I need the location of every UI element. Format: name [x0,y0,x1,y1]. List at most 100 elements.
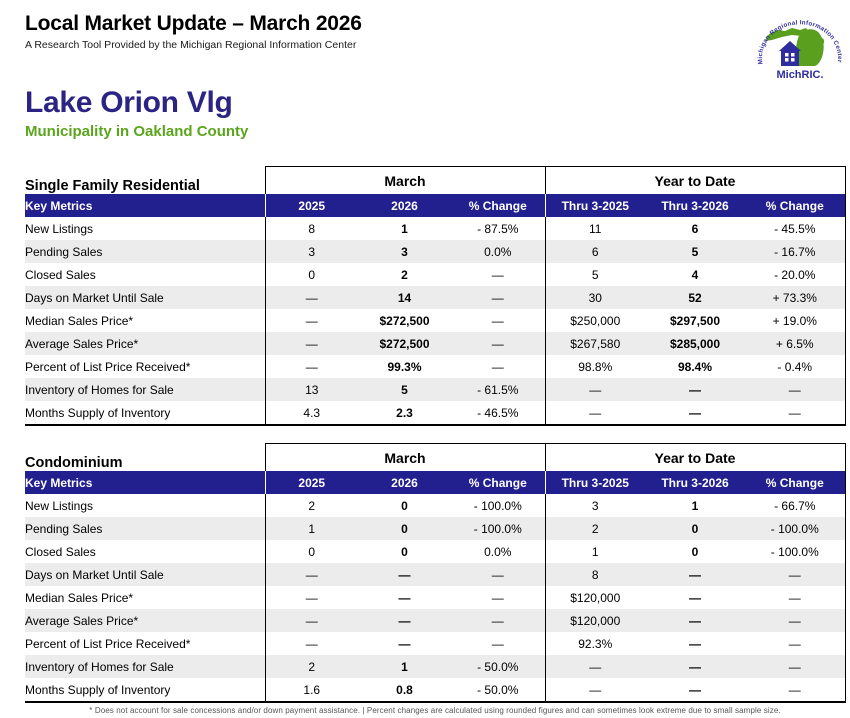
metric-value: — [745,632,846,655]
metric-value: 14 [397,290,412,305]
metric-value: 0 [264,263,358,286]
table-row: Median Sales Price* — $272,500 — $250,000 $29… [25,309,846,332]
metric-value: $250,000 [544,309,645,332]
metric-label: Days on Market Until Sale [25,567,164,582]
metric-value: 1 [401,221,408,236]
metric-value: - 20.0% [745,263,846,286]
metric-value: - 16.7% [745,240,846,263]
metric-value: - 50.0% [451,678,545,703]
metric-value: 0.0% [484,244,512,259]
metric-value: — [264,563,358,586]
key-metrics-label: Key Metrics [25,471,265,494]
metric-label: Closed Sales [25,544,96,559]
metric-value: — [544,378,645,401]
metric-value: 0 [401,521,408,536]
metric-label: Average Sales Price* [25,336,139,351]
metric-label: Inventory of Homes for Sale [25,382,174,397]
table-row: Average Sales Price* — $272,500 — $267,580 $2… [25,332,846,355]
metric-value: $272,500 [379,336,430,351]
metric-value: — [745,401,846,426]
metric-value: - 100.0% [473,521,522,536]
table-row: Days on Market Until Sale — — — 8 — — [25,563,846,586]
metric-value: 5 [691,244,699,259]
column-header: 2025 [264,194,358,217]
metric-value: — [491,267,504,282]
metric-value: + 73.3% [745,286,846,309]
section-label: Condominium [25,443,265,471]
metric-value: 1 [264,517,358,540]
table-row: Inventory of Homes for Sale 2 1 - 50.0% — — — [25,655,846,678]
metric-value: 4 [691,267,699,282]
key-metrics-row: Key Metrics 2025 2026% Change Thru 3-2025 Th… [25,194,846,217]
metric-value: + 6.5% [745,332,846,355]
key-metrics-row: Key Metrics 2025 2026% Change Thru 3-2025 Th… [25,471,846,494]
metric-value: - 100.0% [745,540,846,563]
metric-value: — [491,359,504,374]
group-header-row: Condominium March Year to Date [25,443,846,471]
metric-value: — [491,636,504,651]
metric-value: — [264,355,358,378]
michric-logo-icon: Michigan Regional Information Center Mic… [757,19,843,81]
metric-value: — [689,613,701,628]
group-header-march: March [264,443,546,471]
group-header-row: Single Family Residential March Year to Da… [25,166,846,194]
group-header-march: March [264,166,546,194]
metric-value: — [398,590,411,605]
metric-value: — [491,336,504,351]
metric-label: Pending Sales [25,521,103,536]
metric-value: 3 [401,244,408,259]
metric-value: — [689,567,701,582]
metric-value: 8 [264,217,358,240]
metric-label: Pending Sales [25,244,103,259]
metric-value: 1 [544,540,645,563]
metric-value: 1 [401,659,408,674]
metric-value: 99.3% [387,359,422,374]
table-row: Months Supply of Inventory 4.3 2.3- 46.5% —… [25,401,846,426]
metric-value: 13 [264,378,358,401]
metric-value: — [264,609,358,632]
metric-label: Months Supply of Inventory [25,678,265,703]
column-header: 2025 [264,471,358,494]
table-row: Average Sales Price* — — — $120,000 — — [25,609,846,632]
metric-value: - 100.0% [745,517,846,540]
metrics-table: Condominium March Year to Date Key Metrics 2… [25,443,846,703]
footnote: * Does not account for sale concessions … [89,706,781,715]
michric-logo: Michigan Regional Information Center Mic… [752,4,848,84]
single-family-residential-table: Single Family Residential March Year to Da… [25,166,846,426]
metric-value: 1.6 [264,678,358,703]
metric-value: 11 [544,217,645,240]
metric-value: - 100.0% [473,498,522,513]
metric-value: 3 [264,240,358,263]
metric-value: 2 [264,494,358,517]
location-block: Lake Orion Vlg Municipality in Oakland C… [25,86,248,140]
metric-value: — [689,590,701,605]
column-header: % Change [745,194,846,217]
metric-label: New Listings [25,221,94,236]
page-title: Local Market Update – March 2026 [25,12,362,35]
column-header: 2026 [358,194,451,217]
metric-value: 0 [691,521,699,536]
table-row: New Listings 8 1 - 87.5% 11 6 - 45.5% [25,217,846,240]
table-row: Inventory of Homes for Sale 13 5 - 61.5% — — — [25,378,846,401]
report-header: Local Market Update – March 2026 A Resea… [25,12,362,51]
metric-value: - 45.5% [745,217,846,240]
metric-value: 0 [401,544,408,559]
table-row: Percent of List Price Received* — 99.3% — 98… [25,355,846,378]
table-row: Pending Sales 1 0 - 100.0% 2 0 - 100.0% [25,517,846,540]
metric-value: 4.3 [264,401,358,426]
metric-value: 98.4% [677,359,713,374]
column-header: Thru 3-2025 [544,471,645,494]
column-header: Thru 3-2026 [645,194,745,217]
location-name: Lake Orion Vlg [25,86,233,119]
metric-value: - 87.5% [477,221,519,236]
metric-label: Months Supply of Inventory [25,401,265,426]
metric-value: $120,000 [544,586,645,609]
metric-value: - 61.5% [477,382,519,397]
metric-value: 30 [544,286,645,309]
metric-value: — [491,613,504,628]
metric-value: — [264,332,358,355]
metric-value: — [689,659,701,674]
metrics-table: Single Family Residential March Year to Da… [25,166,846,426]
metric-value: $297,500 [669,313,721,328]
